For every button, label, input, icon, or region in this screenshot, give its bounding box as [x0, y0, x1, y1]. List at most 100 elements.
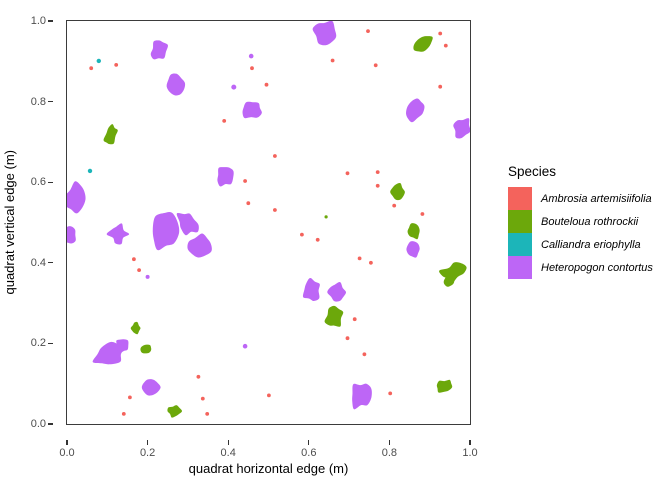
legend: Species Ambrosia artemisiifolia Bouteloua…	[508, 164, 653, 279]
species-point	[388, 391, 393, 396]
y-tick-label: 0.0	[30, 418, 46, 430]
legend-swatch	[508, 210, 532, 233]
species-patch	[141, 379, 161, 396]
y-tick-label: 0.8	[30, 95, 46, 108]
x-tick-label: 0.2	[139, 446, 156, 459]
species-point	[357, 256, 362, 261]
x-tick-mark	[388, 440, 390, 445]
species-patch	[187, 233, 212, 258]
species-patch	[407, 223, 420, 240]
species-point	[243, 179, 248, 183]
x-tick-mark	[308, 440, 310, 445]
legend-label: Calliandra eriophylla	[541, 238, 641, 251]
species-patch	[67, 181, 86, 214]
species-point	[196, 374, 201, 379]
y-tick-mark	[48, 342, 53, 344]
species-point	[267, 393, 271, 398]
species-patch	[406, 98, 425, 123]
legend-item: Calliandra eriophylla	[508, 233, 653, 256]
species-patch	[103, 124, 118, 145]
x-tick-label: 0.8	[381, 446, 398, 459]
species-point	[438, 31, 443, 36]
species-point	[330, 58, 335, 63]
species-point	[300, 232, 304, 237]
species-patch	[413, 36, 433, 52]
x-tick-mark	[227, 440, 229, 445]
y-axis-title: quadrat vertical edge (m)	[1, 21, 18, 424]
plot-panel	[65, 19, 472, 426]
species-point	[373, 63, 378, 68]
legend-label: Bouteloua rothrockii	[541, 215, 639, 228]
species-patch	[116, 339, 129, 353]
species-point	[362, 352, 367, 357]
species-patch	[106, 223, 130, 245]
species-point	[248, 53, 254, 59]
species-patch	[167, 405, 183, 418]
species-point	[121, 412, 126, 416]
species-patch	[324, 305, 344, 327]
species-point	[96, 58, 101, 64]
y-tick-mark	[48, 423, 53, 425]
legend-item: Heteropogon contortus	[508, 256, 653, 279]
species-point	[420, 212, 425, 216]
x-tick-label: 1.0	[462, 446, 478, 459]
species-patch	[443, 274, 455, 287]
species-patch	[439, 262, 467, 284]
y-axis-title-text: quadrat vertical edge (m)	[2, 150, 17, 295]
species-point	[242, 343, 248, 349]
species-point	[345, 171, 350, 176]
species-point	[273, 154, 277, 158]
species-patch	[166, 73, 186, 96]
species-patch	[453, 118, 470, 139]
species-point	[205, 412, 210, 416]
x-tick-mark	[469, 440, 471, 445]
species-point	[89, 66, 94, 71]
x-tick-mark	[66, 440, 68, 445]
y-tick-label: 0.4	[30, 256, 46, 269]
species-patch	[327, 282, 347, 302]
species-point	[246, 201, 251, 206]
species-patch	[436, 379, 453, 393]
species-patch	[242, 101, 262, 119]
y-tick-mark	[48, 181, 53, 183]
species-point	[264, 82, 269, 87]
legend-swatch	[508, 256, 532, 279]
species-point	[352, 317, 357, 322]
x-axis-title: quadrat horizontal edge (m)	[188, 461, 349, 476]
species-point	[200, 396, 205, 401]
species-point	[250, 66, 254, 71]
species-patch	[176, 213, 199, 236]
species-point	[128, 395, 132, 400]
species-point	[443, 43, 448, 48]
species-point	[438, 84, 443, 89]
species-patch	[150, 40, 168, 60]
y-tick-label: 0.2	[30, 337, 46, 350]
plot-area-svg	[67, 21, 470, 418]
species-patch	[302, 277, 320, 301]
species-point	[114, 63, 119, 67]
species-point	[345, 336, 350, 341]
species-patch	[140, 344, 152, 354]
legend-items: Ambrosia artemisiifolia Bouteloua rothroc…	[508, 187, 653, 279]
species-point	[324, 215, 328, 219]
y-tick-mark	[48, 262, 53, 264]
legend-label: Ambrosia artemisiifolia	[541, 192, 652, 205]
x-tick-mark	[147, 440, 149, 445]
species-point	[137, 268, 141, 272]
species-point	[315, 237, 320, 242]
species-point	[369, 260, 373, 265]
species-patch	[152, 211, 180, 251]
legend-swatch	[508, 187, 532, 210]
y-tick-mark	[48, 101, 53, 103]
y-tick-label: 1.0	[30, 15, 46, 27]
species-point	[231, 84, 237, 90]
species-point	[87, 168, 93, 174]
species-patch	[312, 21, 337, 46]
species-point	[222, 119, 227, 123]
species-point	[145, 274, 150, 279]
legend-item: Ambrosia artemisiifolia	[508, 187, 653, 210]
species-patch	[352, 383, 372, 410]
species-patch	[390, 182, 405, 201]
x-tick-label: 0.6	[301, 446, 317, 459]
legend-swatch	[508, 233, 532, 256]
